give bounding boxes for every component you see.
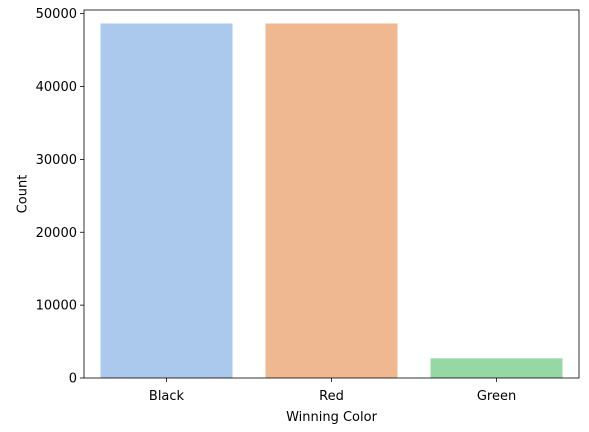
y-tick-label: 40000 [36,80,77,95]
bar-black [100,23,233,378]
y-tick-label: 0 [69,372,77,387]
y-tick-label: 10000 [36,299,77,314]
bar-green [430,358,563,378]
bar-red [265,23,398,378]
bars-group [100,23,563,378]
x-axis-label: Winning Color [286,410,377,425]
x-tick-label: Red [319,389,344,404]
plot-frame [83,9,580,379]
y-axis-label: Count [16,175,31,214]
x-tick-label: Green [477,389,516,404]
y-tick-label: 50000 [36,7,77,22]
y-axis-ticks: 0 10000 20000 30000 40000 50000 [36,7,84,387]
y-tick-label: 30000 [36,153,77,168]
x-axis-ticks: Black Red Green [149,378,516,404]
x-tick-label: Black [149,389,185,404]
y-tick-label: 20000 [36,226,77,241]
